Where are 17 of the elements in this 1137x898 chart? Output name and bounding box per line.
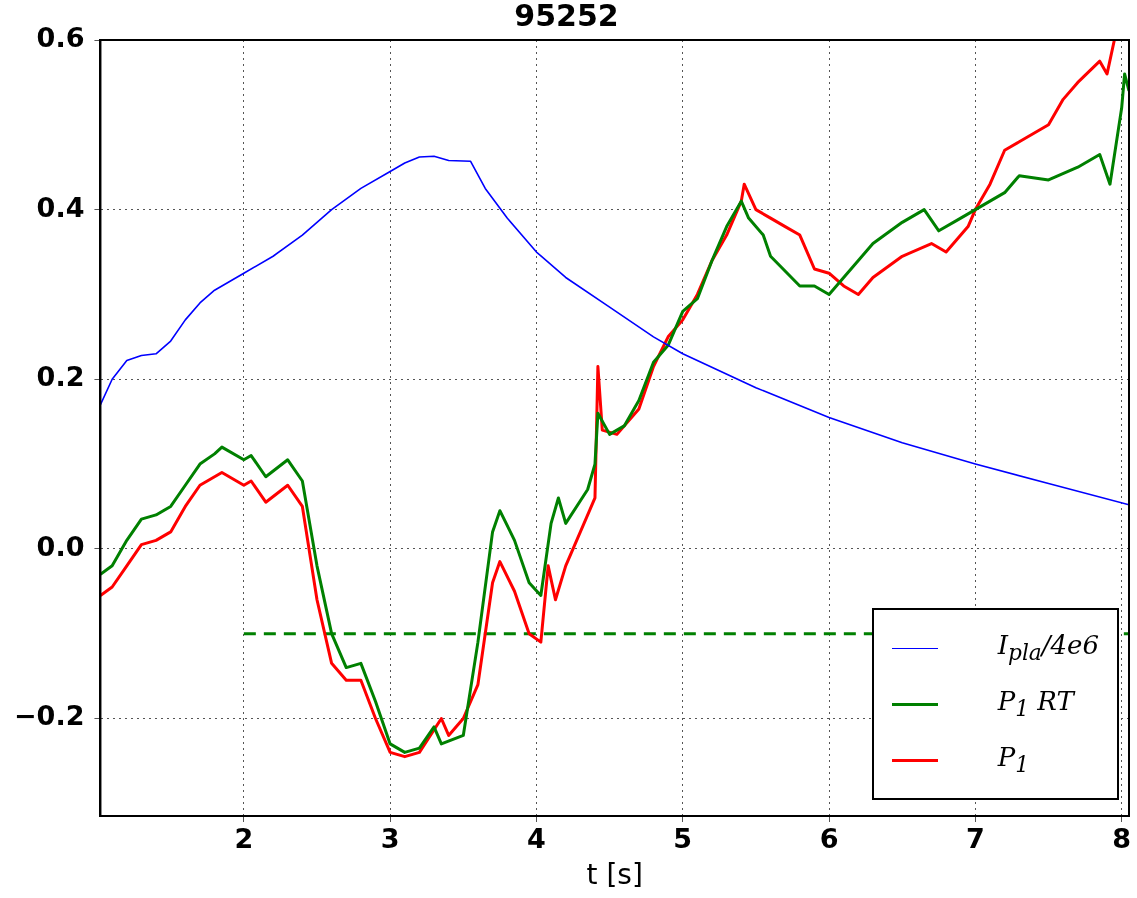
x-tick-label: 7 — [965, 823, 985, 855]
x-tick-label: 8 — [1112, 823, 1132, 855]
x-tick-label: 4 — [527, 823, 546, 855]
legend-label: I$_{pla}$/4e6 — [997, 630, 1099, 666]
y-tick-label: 0.4 — [36, 191, 85, 223]
x-tick-label: 2 — [234, 823, 254, 855]
x-tick-label: 3 — [380, 823, 400, 855]
legend-label: P$_{1}$ — [997, 742, 1030, 778]
y-tick-label: 0.0 — [36, 530, 85, 562]
x-tick-label: 6 — [819, 823, 839, 855]
y-tick-label: 0.6 — [36, 22, 85, 54]
chart-title: 95252 — [514, 0, 619, 33]
y-tick-label: −0.2 — [14, 700, 85, 732]
legend-label: P$_{1}$ RT — [997, 686, 1074, 722]
y-tick-label: 0.2 — [36, 361, 85, 393]
x-axis-title: t [s] — [586, 858, 643, 892]
x-tick-label: 5 — [673, 823, 693, 855]
